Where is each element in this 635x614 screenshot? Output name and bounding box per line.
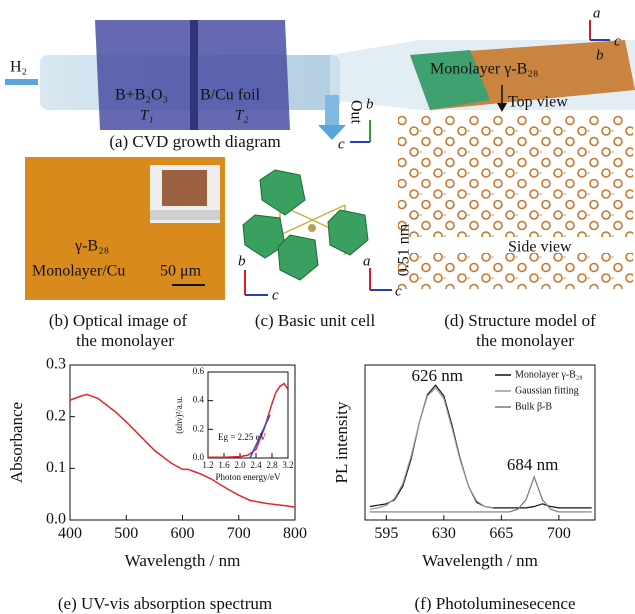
y-tick-label: 0.6 [193, 366, 205, 376]
y-tick-label: 0.3 [46, 356, 66, 373]
caption: (b) Optical image of [49, 311, 188, 330]
panel-c: b c (c) Basic unit cell [238, 170, 375, 330]
y-tick-label: 0.2 [193, 423, 204, 433]
axis-label: a [593, 5, 601, 21]
legend-label: Bulk β-B [515, 401, 552, 412]
x-axis-label: Wavelength / nm [125, 551, 241, 570]
x-tick-label: 2.0 [234, 460, 246, 470]
label: Side view [508, 239, 572, 256]
x-tick-label: 700 [227, 525, 251, 542]
caption: (e) UV-vis absorption spectrum [58, 594, 272, 613]
y-axis-label: Absorbance [7, 402, 26, 483]
caption: (f) Photoluminesecence [415, 594, 576, 613]
label: Monolayer γ-B₂₈ [430, 61, 538, 78]
scale-bar-label: 50 μm [160, 263, 202, 280]
axis-label: a [363, 253, 371, 269]
x-tick-label: 700 [547, 525, 571, 542]
y-axis-label: PL intensity [332, 401, 351, 484]
panel-d: b c Top view Side view 0.51 nm a c (d) S… [338, 94, 633, 350]
y-tick-label: 0.2 [46, 407, 66, 424]
y-axis-label: (αhν)²/a.u. [174, 396, 184, 433]
x-tick-label: 1.2 [202, 460, 213, 470]
axis-label: b [238, 253, 246, 269]
top-view-lattice [398, 115, 633, 237]
axis-label: c [338, 136, 345, 152]
label: Monolayer/Cu [32, 263, 125, 280]
x-tick-label: 1.6 [218, 460, 230, 470]
y-tick-label: 0.1 [46, 459, 66, 476]
y-tick-label: 0.0 [46, 511, 66, 528]
x-tick-label: 800 [283, 525, 307, 542]
figure: H₂ B+B₂O₃ T₁ B/Cu foil T₂ Out Monolayer … [0, 0, 635, 614]
x-tick-label: 500 [114, 525, 138, 542]
caption: (d) Structure model of [444, 311, 596, 330]
axis-label: b [366, 96, 374, 112]
x-tick-label: 595 [374, 525, 398, 542]
axis-label: c [395, 283, 402, 299]
label: γ-B₂₈ [74, 238, 109, 255]
label: B+B₂O₃ [115, 87, 168, 104]
caption: the monolayer [76, 331, 174, 350]
label: Out [347, 100, 364, 125]
annotation: 684 nm [507, 455, 558, 474]
axis-label: c [614, 33, 621, 49]
legend-label: Gaussian fitting [515, 385, 579, 396]
label: B/Cu foil [200, 87, 261, 104]
y-tick-label: 0.4 [193, 395, 205, 405]
x-tick-label: 3.2 [282, 460, 293, 470]
axis-label: b [596, 47, 604, 63]
panel-b: γ-B₂₈ Monolayer/Cu 50 μm (b) Optical ima… [25, 157, 225, 350]
plot-frame [208, 372, 288, 458]
series-line [370, 385, 592, 508]
annotation: 626 nm [412, 366, 463, 385]
label: T₁ [140, 107, 154, 123]
caption: the monolayer [476, 331, 574, 350]
x-tick-label: 2.8 [266, 460, 278, 470]
caption: (a) CVD growth diagram [109, 132, 280, 151]
x-tick-label: 665 [489, 525, 513, 542]
label: Top view [508, 94, 568, 111]
side-view-lattice [398, 253, 633, 289]
caption: (c) Basic unit cell [255, 311, 376, 330]
x-tick-label: 2.4 [250, 460, 262, 470]
label: T₂ [235, 107, 249, 123]
label: 0.51 nm [396, 223, 413, 276]
label: H₂ [10, 59, 27, 76]
legend-label: Monolayer γ-B₂₈ [515, 369, 583, 380]
x-tick-label: 600 [171, 525, 195, 542]
series-line [370, 388, 493, 509]
x-axis-label: Wavelength / nm [422, 551, 538, 570]
x-tick-label: 630 [432, 525, 456, 542]
annotation: Eg = 2.25 eV [218, 432, 267, 442]
y-tick-label: 0.0 [193, 452, 205, 462]
axis-label: c [272, 287, 279, 303]
x-axis-label: Photon energy/eV [215, 472, 281, 482]
